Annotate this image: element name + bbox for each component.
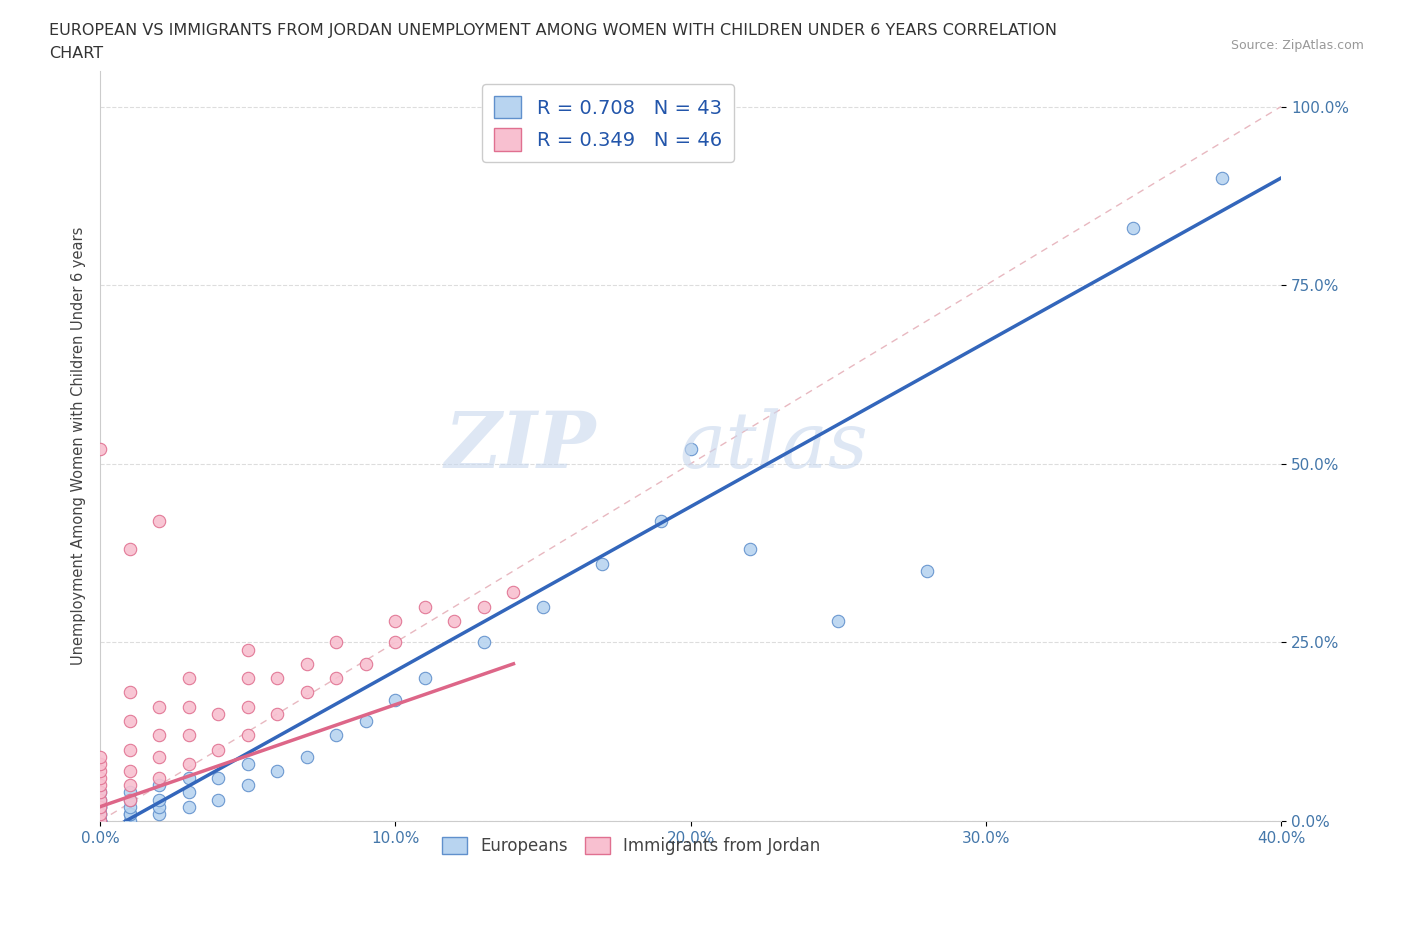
Point [148, 771, 170, 786]
Point [89, 814, 111, 829]
Point [118, 792, 141, 807]
Point [384, 692, 406, 707]
Point [118, 742, 141, 757]
Point [207, 707, 229, 722]
Point [827, 614, 849, 629]
Point [738, 542, 761, 557]
Point [118, 806, 141, 821]
Point [118, 684, 141, 699]
Point [295, 750, 318, 764]
Point [325, 728, 347, 743]
Point [236, 699, 259, 714]
Point [502, 585, 524, 600]
Point [89, 806, 111, 821]
Point [207, 792, 229, 807]
Text: ZIP: ZIP [444, 407, 596, 485]
Point [177, 771, 200, 786]
Point [413, 671, 436, 685]
Point [148, 750, 170, 764]
Point [89, 750, 111, 764]
Point [89, 785, 111, 800]
Text: atlas: atlas [679, 407, 868, 484]
Point [148, 699, 170, 714]
Point [148, 728, 170, 743]
Point [177, 799, 200, 814]
Y-axis label: Unemployment Among Women with Children Under 6 years: Unemployment Among Women with Children U… [72, 227, 86, 665]
Point [89, 799, 111, 814]
Point [472, 599, 495, 614]
Point [118, 814, 141, 829]
Point [118, 799, 141, 814]
Point [148, 777, 170, 792]
Point [89, 814, 111, 829]
Point [650, 513, 672, 528]
Point [89, 814, 111, 829]
Point [177, 785, 200, 800]
Point [148, 513, 170, 528]
Point [177, 671, 200, 685]
Point [118, 777, 141, 792]
Point [295, 657, 318, 671]
Point [89, 792, 111, 807]
Point [443, 614, 465, 629]
Point [89, 799, 111, 814]
Point [89, 792, 111, 807]
Point [236, 777, 259, 792]
Text: EUROPEAN VS IMMIGRANTS FROM JORDAN UNEMPLOYMENT AMONG WOMEN WITH CHILDREN UNDER : EUROPEAN VS IMMIGRANTS FROM JORDAN UNEMP… [49, 23, 1057, 38]
Point [266, 764, 288, 778]
Text: Source: ZipAtlas.com: Source: ZipAtlas.com [1230, 39, 1364, 52]
Point [177, 728, 200, 743]
Point [118, 792, 141, 807]
Point [295, 684, 318, 699]
Point [236, 728, 259, 743]
Point [148, 792, 170, 807]
Point [472, 635, 495, 650]
Text: CHART: CHART [49, 46, 103, 61]
Point [591, 556, 613, 571]
Point [266, 671, 288, 685]
Point [236, 756, 259, 771]
Point [531, 599, 554, 614]
Point [207, 742, 229, 757]
Point [384, 614, 406, 629]
Point [89, 771, 111, 786]
Point [89, 442, 111, 457]
Point [89, 806, 111, 821]
Point [89, 756, 111, 771]
Point [177, 756, 200, 771]
Point [413, 599, 436, 614]
Point [236, 671, 259, 685]
Point [89, 814, 111, 829]
Point [177, 699, 200, 714]
Point [207, 771, 229, 786]
Point [89, 777, 111, 792]
Point [679, 442, 702, 457]
Point [118, 785, 141, 800]
Point [148, 806, 170, 821]
Point [915, 564, 938, 578]
Point [89, 785, 111, 800]
Point [354, 713, 377, 728]
Point [89, 814, 111, 829]
Point [118, 764, 141, 778]
Point [89, 806, 111, 821]
Point [89, 764, 111, 778]
Point [325, 635, 347, 650]
Point [325, 671, 347, 685]
Legend: Europeans, Immigrants from Jordan: Europeans, Immigrants from Jordan [436, 830, 827, 861]
Point [236, 642, 259, 657]
Point [354, 657, 377, 671]
Point [1211, 170, 1233, 185]
Point [266, 707, 288, 722]
Point [1122, 220, 1144, 235]
Point [384, 635, 406, 650]
Point [148, 799, 170, 814]
Point [118, 806, 141, 821]
Point [89, 799, 111, 814]
Point [118, 713, 141, 728]
Point [118, 542, 141, 557]
